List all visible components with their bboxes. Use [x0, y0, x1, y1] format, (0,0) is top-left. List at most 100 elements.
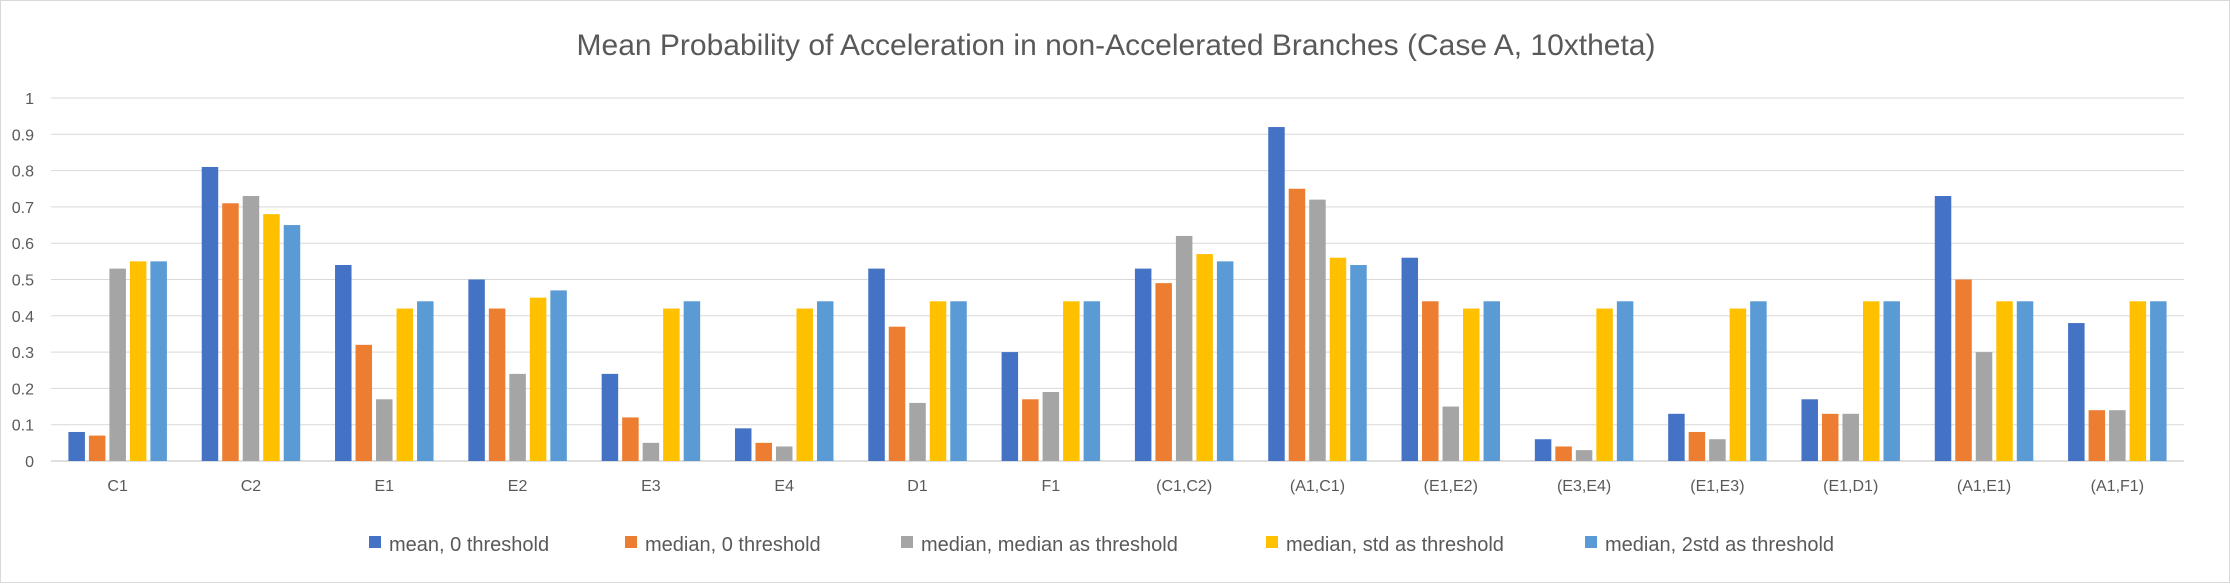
y-tick-label: 0 — [25, 454, 34, 471]
legend-label: median, 2std as threshold — [1605, 534, 1834, 556]
bar-4-3 — [396, 308, 414, 461]
bar-5-11 — [1483, 301, 1501, 461]
bar-1-8 — [1001, 352, 1019, 461]
y-tick-label: 0.6 — [12, 236, 34, 253]
bar-5-7 — [950, 301, 967, 461]
y-tick-label: 0.9 — [12, 127, 34, 144]
bar-5-13 — [1750, 301, 1767, 461]
bar-2-11 — [1422, 301, 1439, 461]
bar-2-3 — [355, 344, 373, 461]
bar-3-2 — [242, 196, 260, 461]
x-tick-label: (A1,C1) — [1290, 478, 1345, 495]
bar-3-15 — [1975, 352, 1993, 461]
x-tick-label: (A1,E1) — [1957, 478, 2011, 495]
x-tick-label: C2 — [241, 478, 262, 495]
bar-5-3 — [417, 301, 434, 461]
bar-3-13 — [1709, 439, 1726, 461]
x-tick-label: (E1,E2) — [1424, 478, 1478, 495]
legend-swatch — [901, 536, 913, 548]
x-axis-ticks: C1 C2 E1 E2 E3 E4 D1 F1 (C1,C2) (A1,C1) (E1,E2) (E3… — [107, 478, 2144, 495]
x-tick-label: (E3,E4) — [1557, 478, 1611, 495]
bar-2-4 — [488, 308, 506, 461]
bar-1-2 — [201, 166, 219, 461]
bar-5-5 — [683, 301, 701, 461]
bar-3-6 — [775, 446, 793, 461]
bar-5-15 — [2016, 301, 2034, 461]
bar-4-14 — [1862, 301, 1880, 461]
bar-3-14 — [1842, 413, 1859, 461]
y-tick-label: 0.7 — [12, 200, 34, 217]
bar-4-10 — [1329, 257, 1347, 461]
x-tick-label: E1 — [374, 478, 394, 495]
legend-label: median, std as threshold — [1286, 534, 1504, 556]
bar-2-9 — [1155, 283, 1172, 461]
bar-4-11 — [1463, 308, 1480, 461]
bar-3-5 — [642, 442, 660, 461]
x-tick-label: E4 — [774, 478, 794, 495]
x-tick-label: D1 — [907, 478, 928, 495]
chart-title: Mean Probability of Acceleration in non-… — [577, 29, 1656, 62]
y-tick-label: 0.2 — [12, 381, 34, 398]
bar-1-11 — [1401, 257, 1419, 461]
bar-4-4 — [529, 297, 547, 461]
x-tick-label: F1 — [1042, 478, 1061, 495]
legend-swatch — [369, 536, 381, 548]
bar-1-1 — [68, 431, 85, 461]
bar-3-4 — [509, 373, 526, 461]
bar-5-8 — [1083, 301, 1101, 461]
legend-label: mean, 0 threshold — [389, 534, 549, 556]
legend-label: median, median as threshold — [921, 534, 1178, 556]
bar-5-12 — [1616, 301, 1634, 461]
bar-4-8 — [1063, 301, 1080, 461]
bar-2-5 — [622, 417, 639, 461]
bar-2-1 — [88, 435, 106, 461]
bar-2-12 — [1555, 446, 1572, 461]
bar-4-1 — [129, 261, 147, 461]
bar-4-5 — [663, 308, 680, 461]
bar-2-14 — [1821, 413, 1839, 461]
bar-4-12 — [1596, 308, 1613, 461]
bar-1-15 — [1934, 196, 1952, 461]
bar-1-10 — [1268, 127, 1285, 461]
bar-4-7 — [929, 301, 947, 461]
bar-5-10 — [1350, 264, 1367, 461]
bar-1-6 — [734, 428, 752, 461]
y-tick-label: 0.1 — [12, 418, 34, 435]
x-tick-label: C1 — [107, 478, 128, 495]
bars — [68, 127, 2167, 461]
bar-1-16 — [2068, 323, 2085, 461]
bar-2-13 — [1688, 431, 1706, 461]
bar-4-13 — [1729, 308, 1747, 461]
bar-3-8 — [1042, 392, 1060, 461]
y-tick-label: 1 — [25, 91, 34, 108]
bar-1-9 — [1134, 268, 1152, 461]
bar-5-14 — [1883, 301, 1900, 461]
bar-3-3 — [376, 399, 393, 461]
y-tick-label: 0.4 — [12, 309, 34, 326]
bar-2-8 — [1022, 399, 1039, 461]
bar-5-4 — [550, 290, 567, 461]
bar-3-1 — [109, 268, 126, 461]
y-tick-label: 0.3 — [12, 345, 34, 362]
bar-3-9 — [1175, 235, 1193, 461]
bar-1-5 — [601, 373, 619, 461]
x-tick-label: E3 — [641, 478, 661, 495]
bar-1-4 — [468, 279, 485, 461]
legend-swatch — [1585, 536, 1597, 548]
legend: mean, 0 threshold median, 0 threshold medi… — [369, 534, 1834, 556]
bar-2-2 — [222, 203, 239, 461]
bar-5-9 — [1216, 261, 1234, 461]
bar-5-6 — [816, 301, 834, 461]
bar-5-2 — [283, 225, 301, 461]
bar-5-16 — [2150, 301, 2167, 461]
bar-5-1 — [150, 261, 167, 461]
legend-swatch — [1266, 536, 1278, 548]
bar-2-6 — [755, 442, 772, 461]
legend-label: median, 0 threshold — [645, 534, 821, 556]
bar-4-6 — [796, 308, 813, 461]
bar-1-12 — [1534, 439, 1552, 461]
bar-3-7 — [909, 402, 926, 461]
x-tick-label: E2 — [508, 478, 528, 495]
